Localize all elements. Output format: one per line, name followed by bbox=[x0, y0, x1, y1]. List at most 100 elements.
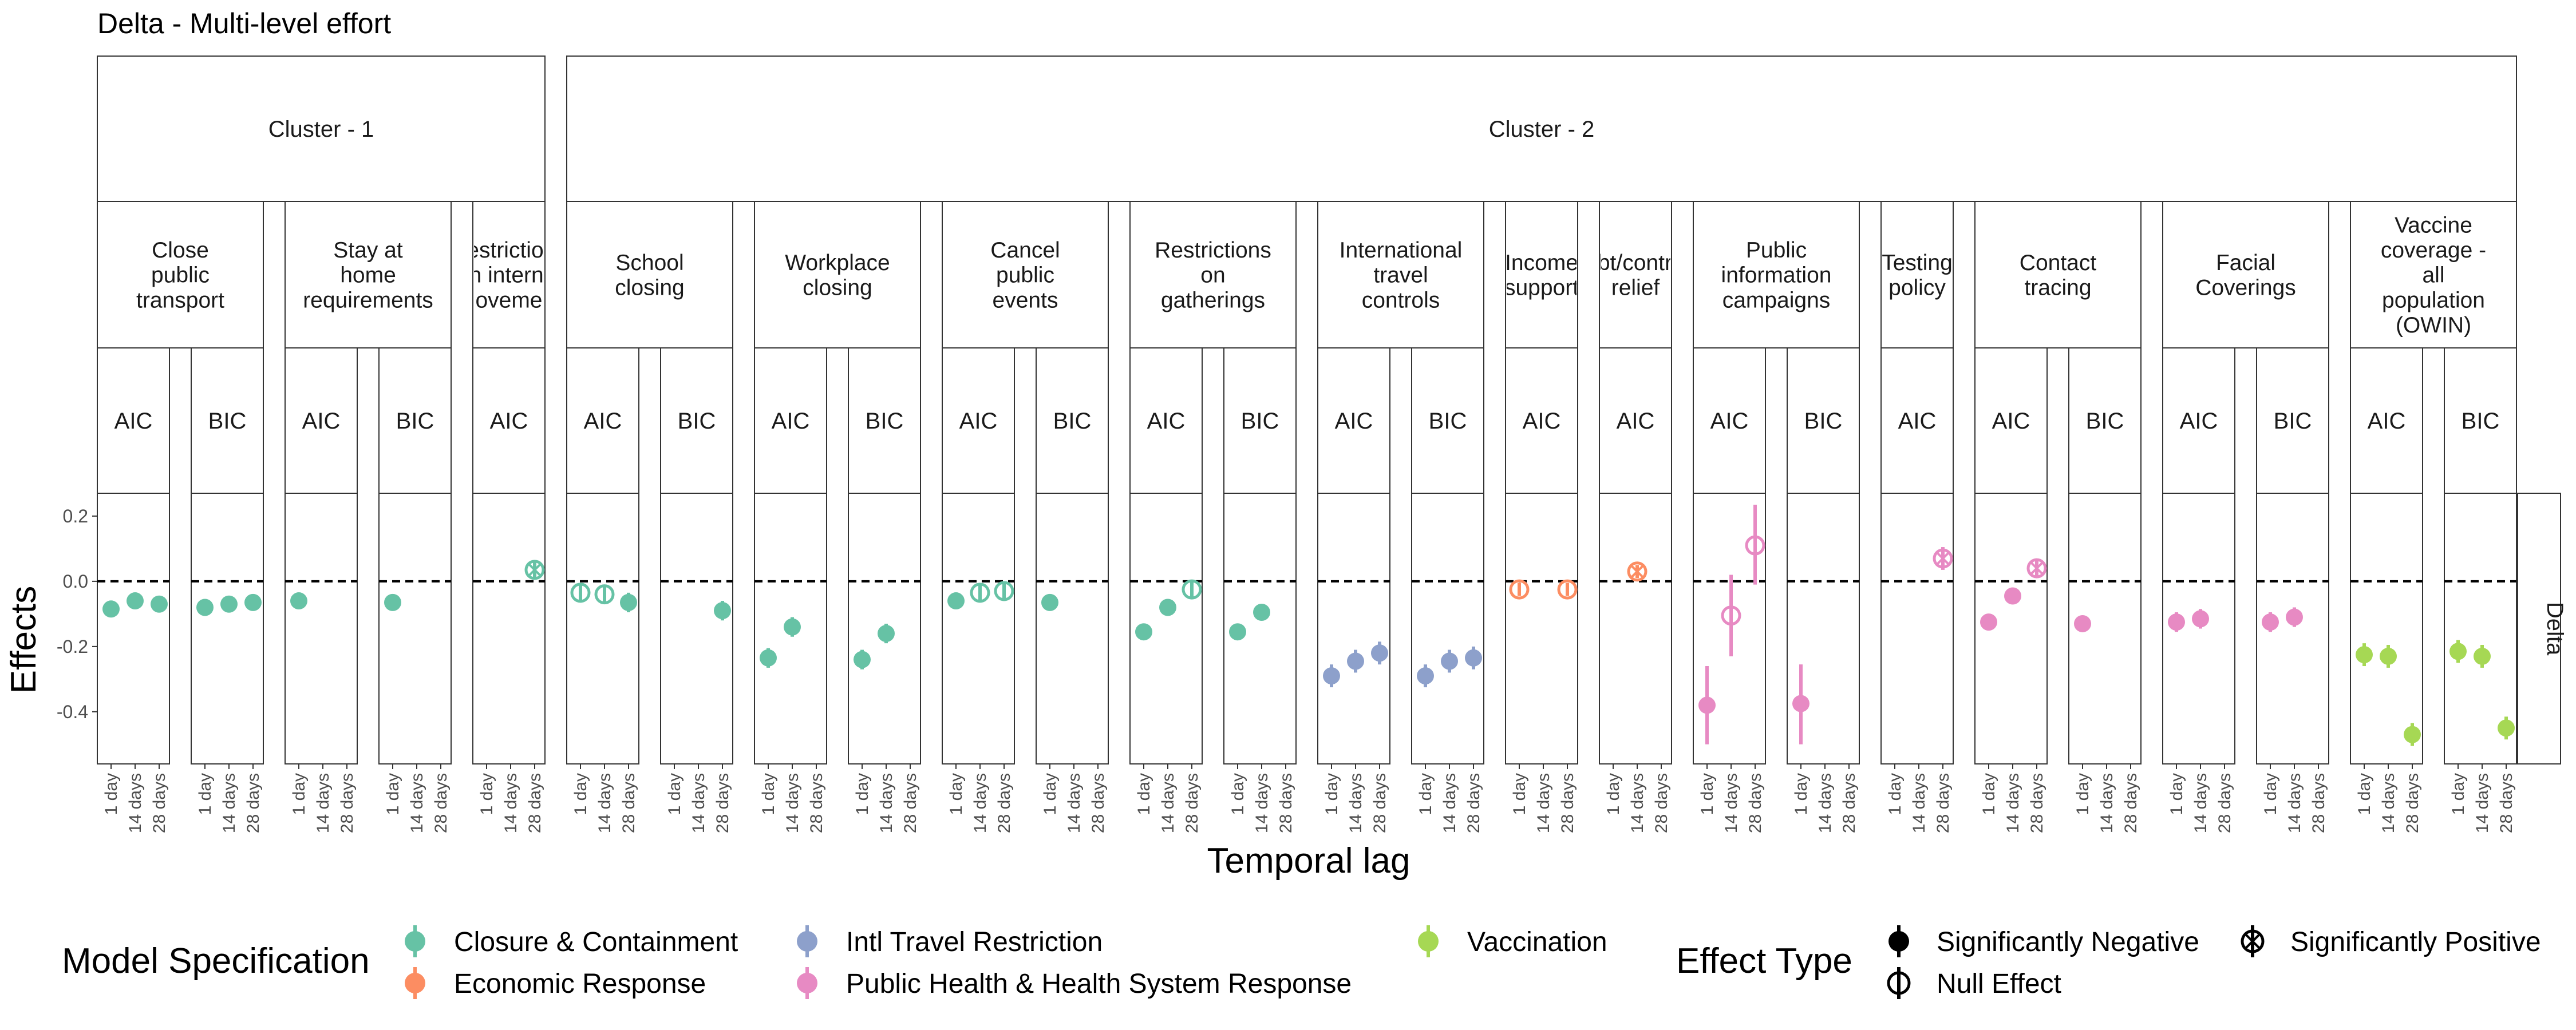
x-tick-label: 28 days bbox=[244, 773, 263, 833]
group-strip bbox=[1129, 201, 1297, 348]
y-tick-label: 0.0 bbox=[63, 571, 88, 592]
x-tick-label: 1 day bbox=[477, 773, 496, 815]
point-significantly-negative bbox=[127, 592, 144, 610]
x-tick-label: 14 days bbox=[2473, 773, 2492, 833]
x-tick-label: 28 days bbox=[526, 773, 544, 833]
cluster-strip bbox=[566, 56, 2517, 202]
x-tick-label: 28 days bbox=[807, 773, 826, 833]
group-label: Public information campaigns bbox=[1721, 238, 1832, 312]
point-significantly-positive bbox=[524, 560, 545, 580]
x-tick-label: 1 day bbox=[290, 773, 309, 815]
x-tick-label: 14 days bbox=[1253, 773, 1271, 833]
row-strip-label: Delta bbox=[2542, 602, 2567, 656]
point-null-effect bbox=[1557, 579, 1578, 600]
y-tick-label: -0.4 bbox=[57, 702, 88, 722]
panel-frame bbox=[2350, 493, 2423, 764]
x-tick-label: 14 days bbox=[501, 773, 520, 833]
x-tick-label: 1 day bbox=[102, 773, 121, 815]
x-tick-label: 1 day bbox=[1228, 773, 1247, 815]
criterion-label: BIC bbox=[2274, 409, 2312, 434]
panel-frame bbox=[1599, 493, 1672, 764]
group-label: School closing bbox=[615, 251, 684, 300]
criterion-label: BIC bbox=[1429, 409, 1467, 434]
point-significantly-negative bbox=[620, 593, 637, 611]
group-label-wrap: Income support bbox=[1507, 251, 1577, 300]
x-tick-label: 14 days bbox=[1346, 773, 1365, 833]
legend-key-point bbox=[405, 931, 425, 952]
group-strip bbox=[97, 201, 264, 348]
criterion-label: AIC bbox=[1523, 409, 1561, 434]
point-significantly-negative bbox=[2262, 613, 2279, 631]
point-significantly-negative bbox=[1229, 623, 1246, 641]
point-significantly-negative bbox=[1371, 644, 1388, 662]
group-strip bbox=[1974, 201, 2142, 348]
x-tick-label: 28 days bbox=[1464, 773, 1483, 833]
legend-key-open-circle bbox=[1887, 971, 1911, 995]
group-strip bbox=[1693, 201, 1860, 348]
x-tick-label: 14 days bbox=[314, 773, 333, 833]
x-tick-label: 14 days bbox=[1065, 773, 1084, 833]
x-tick-label: 28 days bbox=[1934, 773, 1953, 833]
panel-frame bbox=[191, 493, 264, 764]
criterion-label: AIC bbox=[1710, 409, 1749, 434]
point-significantly-positive bbox=[1627, 561, 1647, 582]
x-tick-label: 1 day bbox=[571, 773, 590, 815]
x-tick-label: 14 days bbox=[689, 773, 708, 833]
criterion-strip bbox=[2162, 347, 2235, 494]
x-tick-label: 28 days bbox=[2497, 773, 2516, 833]
panel-frame bbox=[1787, 493, 1860, 764]
point-significantly-negative bbox=[1159, 599, 1176, 616]
x-tick-label: 1 day bbox=[947, 773, 966, 815]
x-tick-label: 1 day bbox=[1886, 773, 1905, 815]
x-tick-label: 14 days bbox=[408, 773, 426, 833]
y-axis-label: Effects bbox=[4, 586, 44, 694]
criterion-label: AIC bbox=[302, 409, 341, 434]
point-significantly-negative bbox=[1698, 696, 1716, 714]
criterion-label: AIC bbox=[584, 409, 622, 434]
x-tick-label: 28 days bbox=[432, 773, 451, 833]
criterion-label: AIC bbox=[2180, 409, 2218, 434]
group-label-wrap: Workplace closing bbox=[785, 251, 890, 300]
x-tick-label: 14 days bbox=[971, 773, 990, 833]
x-tick-label: 1 day bbox=[196, 773, 215, 815]
x-tick-label: 28 days bbox=[1652, 773, 1671, 833]
x-tick-label: 28 days bbox=[995, 773, 1014, 833]
point-significantly-negative bbox=[2404, 726, 2421, 743]
panel-frame bbox=[1411, 493, 1484, 764]
point-significantly-negative bbox=[2004, 587, 2021, 605]
x-tick-label: 14 days bbox=[2097, 773, 2116, 833]
group-label-wrap: Restrictions on internal movement bbox=[474, 238, 544, 312]
x-tick-label: 1 day bbox=[2261, 773, 2280, 815]
group-label-wrap: Vaccine coverage -all population (OWIN) bbox=[2381, 213, 2486, 338]
x-tick-label: 14 days bbox=[1159, 773, 1178, 833]
group-label: Cancel public events bbox=[990, 238, 1060, 312]
group-label-wrap: Restrictions on gatherings bbox=[1155, 238, 1271, 312]
x-tick-label: 1 day bbox=[1980, 773, 1998, 815]
group-strip bbox=[1317, 201, 1484, 348]
x-tick-label: 14 days bbox=[783, 773, 802, 833]
x-tick-label: 28 days bbox=[2309, 773, 2328, 833]
x-tick-label: 1 day bbox=[2167, 773, 2186, 815]
x-tick-label: 1 day bbox=[1792, 773, 1811, 815]
x-tick-label: 14 days bbox=[126, 773, 145, 833]
point-significantly-negative bbox=[714, 602, 731, 620]
point-significantly-negative bbox=[1441, 652, 1458, 670]
group-strip bbox=[2350, 201, 2517, 348]
point-significantly-negative bbox=[947, 592, 965, 610]
x-tick-label: 14 days bbox=[1440, 773, 1459, 833]
criterion-label: BIC bbox=[208, 409, 247, 434]
point-significantly-negative bbox=[1792, 695, 1809, 712]
group-label: Debt/contract relief bbox=[1569, 251, 1702, 300]
point-significantly-negative bbox=[784, 618, 801, 636]
point-null-effect bbox=[1745, 535, 1765, 556]
point-null-effect bbox=[570, 583, 591, 603]
x-tick-label: 1 day bbox=[384, 773, 402, 815]
panel-frame bbox=[566, 493, 639, 764]
group-strip bbox=[566, 201, 733, 348]
point-significantly-negative bbox=[1980, 613, 1997, 631]
x-axis-label: Temporal lag bbox=[1207, 841, 1411, 881]
point-significantly-negative bbox=[151, 595, 168, 613]
criterion-label: AIC bbox=[959, 409, 998, 434]
group-label: Vaccine coverage -all population (OWIN) bbox=[2381, 213, 2486, 338]
criterion-label: AIC bbox=[1617, 409, 1655, 434]
